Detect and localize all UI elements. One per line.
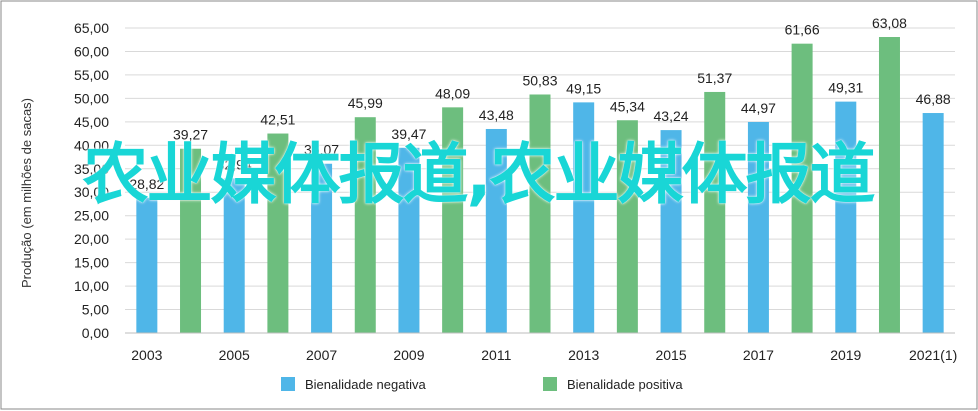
x-tick-label: 2005	[219, 347, 250, 363]
y-tick-label: 25,00	[74, 208, 109, 224]
bar-value-label: 49,31	[828, 80, 863, 96]
bar-positiva	[878, 37, 900, 334]
bar-negativa	[660, 130, 682, 333]
bar-value-label: 45,34	[610, 98, 645, 114]
bar-negativa	[922, 113, 944, 333]
y-axis-title: Produção (em milhões de sacas)	[19, 98, 34, 288]
legend-label: Bienalidade negativa	[305, 377, 426, 392]
x-tick-label: 2011	[481, 347, 511, 363]
x-tick-label: 2019	[830, 347, 861, 363]
bar-value-label: 50,83	[522, 72, 557, 88]
bar-value-label: 42,51	[260, 112, 295, 128]
bar-value-label: 46,88	[916, 91, 951, 107]
y-tick-label: 45,00	[74, 114, 109, 130]
x-tick-label: 2015	[655, 347, 686, 363]
y-tick-label: 50,00	[74, 90, 109, 106]
bar-positiva	[616, 120, 638, 334]
x-tick-label: 2017	[743, 347, 774, 363]
bar-positiva	[704, 91, 726, 334]
x-tick-label: 2021(1)	[909, 347, 957, 363]
bar-value-label: 28,82	[129, 176, 164, 192]
bar-negativa	[573, 102, 595, 333]
bar-positiva	[354, 117, 376, 333]
bar-value-label: 61,66	[785, 22, 820, 38]
bar-value-label: 32,94	[217, 156, 252, 172]
bar-value-label: 43,48	[479, 107, 514, 123]
bar-value-label: 44,97	[741, 100, 776, 116]
x-tick-label: 2003	[131, 347, 162, 363]
bar-negativa	[835, 101, 857, 333]
bar-value-label: 39,47	[391, 126, 426, 142]
bar-value-label: 49,15	[566, 80, 601, 96]
bar-value-label: 39,27	[173, 127, 208, 143]
y-axis-ticks: 0,00 5,00 10,00 15,00 20,00 25,00 30,00 35,00 40…	[74, 20, 109, 341]
y-tick-label: 65,00	[74, 20, 109, 36]
bar-positiva	[267, 133, 289, 333]
bar-value-label: 51,37	[697, 70, 732, 86]
bars	[136, 37, 944, 334]
y-tick-label: 5,00	[82, 302, 109, 318]
legend-swatch	[281, 377, 295, 391]
bar-positiva	[442, 107, 464, 333]
bar-value-label: 36,07	[304, 142, 339, 158]
bar-negativa	[311, 163, 333, 333]
y-tick-label: 0,00	[82, 325, 109, 341]
bar-negativa	[136, 197, 158, 333]
y-tick-label: 10,00	[74, 278, 109, 294]
y-tick-label: 30,00	[74, 184, 109, 200]
bar-negativa	[398, 147, 420, 333]
x-axis-ticks: 2003 2005 2007 2009 2011 2013 2015 2017 2019 2021…	[131, 347, 957, 363]
bar-negativa	[485, 128, 507, 333]
bar-value-label: 43,24	[654, 108, 689, 124]
bar-negativa	[747, 121, 769, 333]
y-tick-label: 15,00	[74, 255, 109, 271]
x-tick-label: 2009	[393, 347, 424, 363]
bar-negativa	[223, 178, 245, 333]
bar-positiva	[791, 43, 813, 334]
y-tick-label: 60,00	[74, 43, 109, 59]
bar-positiva	[180, 148, 202, 333]
legend-swatch	[543, 377, 557, 391]
bar-value-label: 63,08	[872, 15, 907, 31]
bar-positiva	[529, 94, 551, 334]
bar-value-label: 48,09	[435, 85, 470, 101]
x-tick-label: 2007	[306, 347, 337, 363]
y-tick-label: 35,00	[74, 161, 109, 177]
legend-label: Bienalidade positiva	[567, 377, 683, 392]
x-tick-label: 2013	[568, 347, 599, 363]
y-tick-label: 55,00	[74, 67, 109, 83]
bar-labels: 28,82 32,94 36,07 39,47 43,48 49,15 43,24 44,97…	[129, 15, 951, 192]
y-tick-label: 20,00	[74, 231, 109, 247]
legend: Bienalidade negativa Bienalidade positiva	[281, 377, 683, 392]
y-tick-label: 40,00	[74, 137, 109, 153]
bar-value-label: 45,99	[348, 95, 383, 111]
